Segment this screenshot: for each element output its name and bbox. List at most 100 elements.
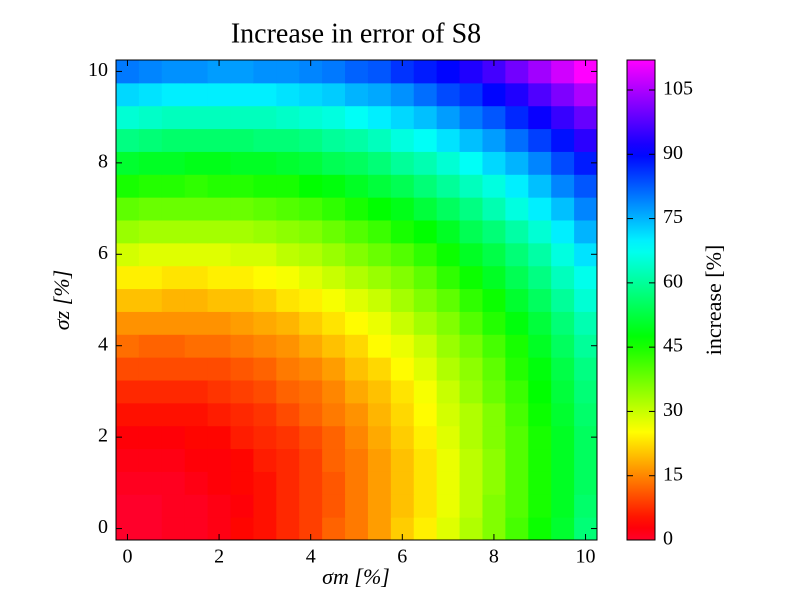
heatmap-cell	[138, 357, 163, 381]
heatmap-cell	[138, 471, 163, 495]
heatmap-cell	[459, 174, 483, 198]
heatmap-cell	[230, 128, 254, 152]
heatmap-cell	[207, 265, 232, 290]
heatmap-cell	[253, 151, 277, 175]
heatmap-cell	[367, 380, 392, 404]
heatmap-cell	[138, 128, 163, 152]
heatmap-cell	[138, 517, 163, 541]
heatmap-cell	[413, 334, 438, 358]
heatmap-cell	[390, 220, 415, 244]
heatmap-cell	[367, 425, 392, 450]
heatmap-cell	[482, 311, 506, 335]
heatmap-cell	[390, 197, 415, 221]
heatmap-cell	[207, 151, 232, 175]
heatmap-cell	[551, 220, 575, 244]
heatmap-cell	[505, 60, 529, 84]
heatmap-cell	[505, 82, 529, 107]
heatmap-cell	[413, 494, 438, 518]
heatmap-cell	[276, 242, 300, 267]
heatmap-cell	[276, 174, 300, 198]
heatmap-cell	[184, 105, 209, 130]
heatmap-cell	[345, 220, 369, 244]
heatmap-cell	[116, 517, 140, 541]
heatmap-cell	[505, 357, 529, 381]
heatmap-cell	[459, 494, 483, 518]
heatmap-cell	[230, 448, 254, 472]
heatmap-cell	[390, 517, 415, 541]
heatmap-cell	[505, 402, 529, 427]
heatmap-cell	[138, 494, 163, 518]
heatmap-cell	[459, 380, 483, 404]
heatmap-cell	[276, 380, 300, 404]
heatmap-cell	[184, 494, 209, 518]
heatmap-cell	[138, 82, 163, 107]
heatmap-cell	[436, 60, 461, 84]
heatmap-cell	[459, 128, 483, 152]
heatmap-cell	[390, 288, 415, 312]
heatmap-cell	[436, 357, 461, 381]
heatmap-cell	[574, 311, 598, 335]
heatmap-cell	[299, 494, 323, 518]
heatmap-cell	[413, 197, 438, 221]
heatmap-cell	[505, 105, 529, 130]
heatmap-cell	[413, 357, 438, 381]
heatmap-cell	[322, 494, 346, 518]
heatmap-cell	[116, 220, 140, 244]
heatmap-cell	[436, 311, 461, 335]
heatmap-cell	[413, 242, 438, 267]
heatmap-cell	[138, 334, 163, 358]
heatmap-cell	[551, 151, 575, 175]
heatmap-cell	[184, 357, 209, 381]
heatmap-cell	[390, 402, 415, 427]
heatmap-cell	[345, 334, 369, 358]
heatmap-cell	[116, 197, 140, 221]
heatmap-cell	[116, 402, 140, 427]
heatmap-cell	[436, 220, 461, 244]
heatmap-cell	[161, 105, 186, 130]
heatmap-cell	[207, 517, 232, 541]
heatmap-cell	[230, 402, 254, 427]
y-tick-label: 2	[98, 425, 108, 447]
heatmap-cell	[253, 288, 277, 312]
heatmap-cell	[207, 242, 232, 267]
heatmap-cell	[390, 60, 415, 84]
heatmap-cell	[367, 128, 392, 152]
heatmap-cell	[207, 60, 232, 84]
heatmap-cell	[528, 380, 552, 404]
heatmap-cell	[482, 494, 506, 518]
x-tick-label: 4	[306, 546, 316, 568]
heatmap-cell	[482, 105, 506, 130]
heatmap-cell	[230, 242, 254, 267]
heatmap-cell	[482, 197, 506, 221]
heatmap-cell	[345, 494, 369, 518]
heatmap-cell	[551, 425, 575, 450]
heatmap-cell	[528, 174, 552, 198]
heatmap-cell	[207, 448, 232, 472]
heatmap-cell	[230, 357, 254, 381]
heatmap-cell	[551, 448, 575, 472]
heatmap-cell	[116, 494, 140, 518]
heatmap-cell	[299, 151, 323, 175]
heatmap-cell	[299, 265, 323, 290]
heatmap-cell	[390, 494, 415, 518]
heatmap-cell	[574, 128, 598, 152]
heatmap-cell	[161, 448, 186, 472]
heatmap-cell	[413, 82, 438, 107]
heatmap-cell	[116, 82, 140, 107]
heatmap-cell	[436, 380, 461, 404]
heatmap-cell	[505, 448, 529, 472]
heatmap-cell	[322, 128, 346, 152]
heatmap-cell	[207, 494, 232, 518]
heatmap-cell	[276, 357, 300, 381]
heatmap-cell	[551, 471, 575, 495]
heatmap-cell	[322, 288, 346, 312]
heatmap-cell	[184, 242, 209, 267]
heatmap-cell	[184, 288, 209, 312]
heatmap-cell	[276, 105, 300, 130]
heatmap-cell	[161, 357, 186, 381]
heatmap-cell	[574, 380, 598, 404]
heatmap-cell	[367, 517, 392, 541]
heatmap-cell	[230, 471, 254, 495]
heatmap-cell	[230, 380, 254, 404]
